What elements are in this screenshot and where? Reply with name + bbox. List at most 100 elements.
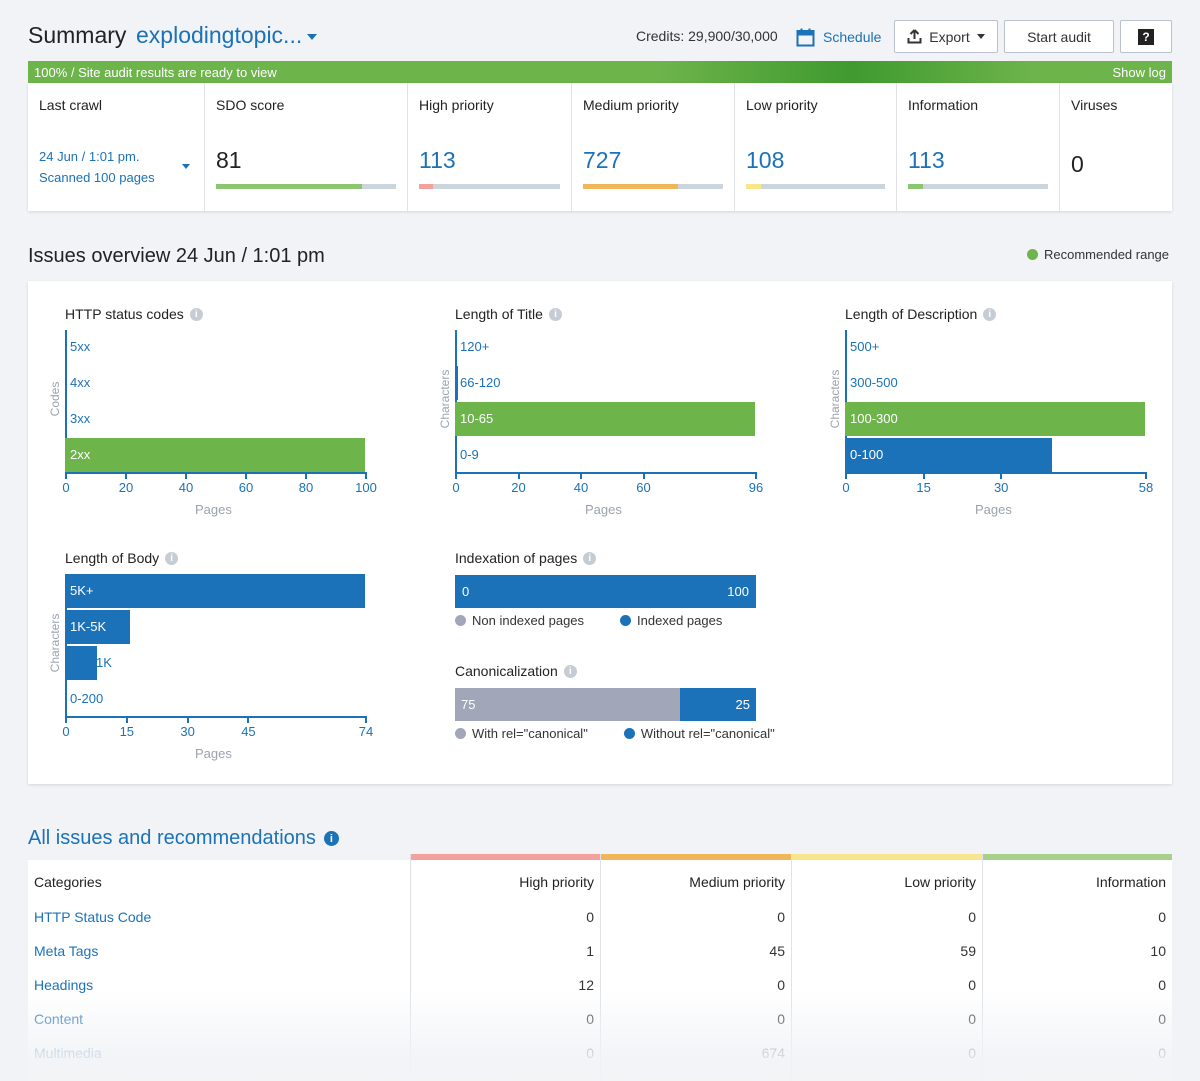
category-link[interactable]: Content	[34, 1011, 84, 1027]
chart-bar[interactable]	[845, 438, 1052, 472]
table-cell[interactable]: 0	[1158, 1011, 1166, 1027]
sdo-score-value: 81	[216, 147, 242, 173]
table-cell[interactable]: 0	[1158, 977, 1166, 993]
column-header-low[interactable]: Low priority	[904, 874, 976, 890]
chevron-down-icon[interactable]	[182, 164, 190, 169]
chart-bar[interactable]	[455, 402, 755, 436]
indexed-pages-segment[interactable]: 0 100	[455, 575, 756, 608]
column-header-high[interactable]: High priority	[519, 874, 594, 890]
export-button[interactable]: Export	[894, 20, 998, 53]
chart-bar-row[interactable]: 0-100	[845, 438, 1145, 472]
all-issues-title: All issues and recommendations i	[28, 827, 339, 850]
table-cell[interactable]: 0	[1158, 909, 1166, 925]
info-icon[interactable]: i	[323, 831, 339, 846]
chart-bar-row[interactable]: 0-9	[455, 438, 755, 472]
medium-priority-value[interactable]: 727	[583, 147, 622, 173]
chart-bar-row[interactable]: 0-200	[65, 682, 365, 716]
low-priority-value[interactable]: 108	[746, 147, 785, 173]
chart-bar-row[interactable]: 2xx	[65, 438, 365, 472]
viruses-cell: Viruses 0	[1060, 83, 1172, 211]
chart-bar[interactable]	[65, 402, 67, 436]
chart-bar-row[interactable]: 5K+	[65, 574, 365, 608]
table-cell[interactable]: 0	[968, 909, 976, 925]
high-priority-cell[interactable]: High priority 113	[408, 83, 572, 211]
x-axis-tick	[365, 716, 367, 723]
x-axis-tick	[642, 472, 645, 479]
info-icon[interactable]: i	[165, 551, 179, 565]
column-header-medium[interactable]: Medium priority	[689, 874, 785, 890]
chevron-down-icon[interactable]	[307, 34, 317, 40]
chart-bar[interactable]	[455, 330, 457, 364]
category-link[interactable]: Meta Tags	[34, 943, 99, 959]
category-link[interactable]: Headings	[34, 977, 94, 993]
table-cell[interactable]: 0	[777, 1011, 785, 1027]
canonicalization-legend: With rel="canonical" Without rel="canoni…	[455, 726, 775, 741]
table-cell[interactable]: 0	[586, 909, 594, 925]
chart-bar[interactable]	[455, 366, 459, 400]
table-cell[interactable]: 0	[777, 909, 785, 925]
table-cell[interactable]: 0	[968, 1045, 976, 1061]
blue-dot-icon	[623, 728, 635, 739]
show-log-link[interactable]: Show log	[1112, 64, 1166, 80]
last-crawl-cell[interactable]: Last crawl 24 Jun / 1:01 pm. Scanned 100…	[28, 83, 205, 211]
legend-non-indexed: Non indexed pages	[455, 613, 584, 628]
chart-bar[interactable]	[65, 646, 98, 680]
high-priority-value[interactable]: 113	[419, 147, 456, 173]
chart-bar[interactable]	[845, 402, 1145, 436]
chart-bar-row[interactable]: 4xx	[65, 366, 365, 400]
chart-bar[interactable]	[65, 366, 67, 400]
table-cell[interactable]: 0	[968, 1011, 976, 1027]
table-cell[interactable]: 0	[586, 1011, 594, 1027]
table-cell[interactable]: 12	[578, 977, 594, 993]
chart-bar[interactable]	[65, 438, 365, 472]
chart-bar[interactable]	[65, 330, 67, 364]
info-icon[interactable]: i	[583, 551, 597, 565]
chart-bar-row[interactable]: 5xx	[65, 330, 365, 364]
chart-bar-row[interactable]: 66-120	[455, 366, 755, 400]
chart-bar[interactable]	[455, 438, 457, 472]
chart-bar-row[interactable]: 100-300	[845, 402, 1145, 436]
table-cell[interactable]: 674	[761, 1045, 785, 1061]
start-audit-button[interactable]: Start audit	[1004, 20, 1114, 53]
indexed-count: 100	[727, 584, 749, 599]
table-cell[interactable]: 45	[769, 943, 785, 959]
chart-bar[interactable]	[65, 574, 365, 608]
chart-bar[interactable]	[65, 682, 67, 716]
chart-bar-row[interactable]: 500+	[845, 330, 1145, 364]
category-link[interactable]: HTTP Status Code	[34, 909, 152, 925]
table-cell[interactable]: 59	[960, 943, 976, 959]
without-canonical-segment[interactable]: 25	[680, 688, 756, 721]
column-header-information[interactable]: Information	[1095, 874, 1166, 890]
chart-bar-row[interactable]: 10-65	[455, 402, 755, 436]
information-cell[interactable]: Information 113	[897, 83, 1060, 211]
site-selector[interactable]: explodingtopic...	[136, 22, 303, 48]
info-icon[interactable]: i	[189, 307, 203, 321]
chart-bar-row[interactable]: 120+	[455, 330, 755, 364]
table-cell[interactable]: 10	[1150, 943, 1166, 959]
chart-category-label: 2xx	[70, 447, 91, 462]
sdo-score-bar	[216, 184, 396, 189]
help-button[interactable]: ?	[1120, 20, 1172, 53]
chart-bar[interactable]	[845, 366, 847, 400]
x-axis-tick	[65, 472, 67, 479]
chart-bar-row[interactable]: 1K-5K	[65, 610, 365, 644]
chart-bar[interactable]	[845, 330, 847, 364]
table-cell[interactable]: 0	[1158, 1045, 1166, 1061]
table-cell[interactable]: 1	[586, 943, 594, 959]
info-icon[interactable]: i	[983, 307, 997, 321]
medium-priority-cell[interactable]: Medium priority 727	[572, 83, 735, 211]
information-value[interactable]: 113	[908, 147, 945, 173]
low-priority-cell[interactable]: Low priority 108	[735, 83, 897, 211]
chart-bar[interactable]	[65, 610, 130, 644]
info-icon[interactable]: i	[563, 664, 577, 678]
table-cell[interactable]: 0	[968, 977, 976, 993]
schedule-button[interactable]: Schedule	[796, 26, 881, 48]
chart-bar-row[interactable]: 200-1K	[65, 646, 365, 680]
table-cell[interactable]: 0	[777, 977, 785, 993]
table-cell[interactable]: 0	[586, 1045, 594, 1061]
info-icon[interactable]: i	[548, 307, 562, 321]
chart-bar-row[interactable]: 3xx	[65, 402, 365, 436]
chart-bar-row[interactable]: 300-500	[845, 366, 1145, 400]
category-link[interactable]: Multimedia	[34, 1045, 102, 1061]
with-canonical-segment[interactable]: 75	[455, 688, 680, 721]
